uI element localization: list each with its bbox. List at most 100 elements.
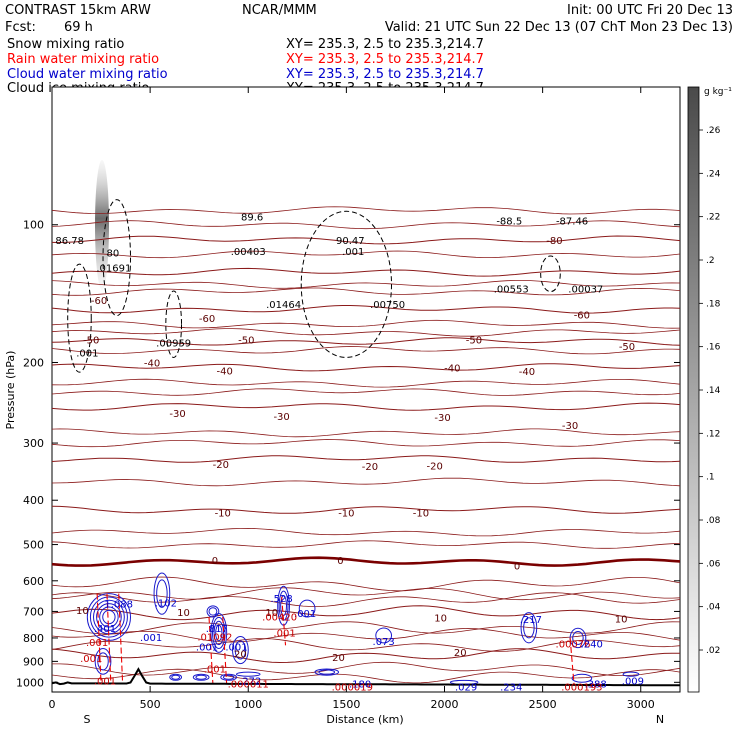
colorbar-tick-label: .04 <box>706 603 721 613</box>
isotherm-line <box>51 505 681 514</box>
header-center: NCAR/MMM <box>242 3 317 18</box>
y-axis-title: Pressure (hPa) <box>4 351 17 430</box>
cloud-water-contour <box>523 617 535 639</box>
cloud-water-contour <box>213 620 225 646</box>
y-tick-label: 400 <box>23 494 44 507</box>
cloud-water-contour <box>215 624 223 642</box>
field-rain-xy: XY= 235.3, 2.5 to 235.3,214.7 <box>286 52 484 67</box>
y-tick-label: 200 <box>23 356 44 369</box>
isotherm-line <box>51 540 681 549</box>
y-tick-label: 800 <box>23 632 44 645</box>
cloud-water-contour <box>97 652 109 671</box>
extremum-label: .001 <box>140 633 162 644</box>
axes: 0 500 1000 1500 2000 2500 30001002003004005006… <box>16 87 680 711</box>
rain-water-contour <box>106 593 112 685</box>
isotherm-label: -10 <box>413 508 429 519</box>
colorbar-tick-label: .08 <box>706 516 721 526</box>
isotherm-line <box>51 280 681 289</box>
y-tick-label: 700 <box>23 605 44 618</box>
extremum-label: .234 <box>500 682 522 693</box>
extremum-label: .029 <box>455 682 477 693</box>
extremum-label: .001 <box>273 628 295 639</box>
extremum-label: .001 <box>225 643 247 654</box>
isotherm-label: -60 <box>91 296 107 307</box>
cloud-water-contour <box>298 599 316 618</box>
extremum-label: .000019 <box>332 682 373 693</box>
isotherm-line <box>51 337 681 346</box>
cloud-water-contour <box>171 674 181 680</box>
cloud-water-contour <box>99 606 119 628</box>
isotherm-label: 10 <box>615 615 628 626</box>
isotherm-line <box>51 439 681 448</box>
extremum-label: .102 <box>155 599 177 610</box>
header-init: Init: 00 UTC Fri 20 Dec 13 <box>567 3 733 18</box>
isotherm-line <box>51 402 681 411</box>
cloud-water-contour <box>520 612 538 644</box>
header-title: CONTRAST 15km ARW <box>5 3 151 18</box>
cloud-ice-contour <box>300 210 393 358</box>
extremum-label: .001 <box>294 609 316 620</box>
isotherm-label: -20 <box>213 460 229 471</box>
isotherm-label: 0 <box>337 556 343 567</box>
isotherm-line <box>51 206 681 215</box>
cloud-water-contour <box>235 671 261 677</box>
x-axis-south-label: S <box>84 713 91 726</box>
rain-water-contours <box>96 593 575 685</box>
cloud-water-contour <box>234 640 247 660</box>
extremum-label: .001 <box>76 348 98 359</box>
extremum-label: .001 <box>204 664 226 675</box>
cloud-water-contour <box>314 668 340 676</box>
isotherm-line <box>51 455 681 463</box>
x-axis-north-label: N <box>656 713 664 726</box>
extremum-label: .401 <box>94 624 116 635</box>
x-tick-label: 1000 <box>234 698 262 711</box>
rain-water-contour <box>569 637 575 685</box>
y-tick-label: 600 <box>23 575 44 588</box>
isotherm-line <box>51 363 681 372</box>
isotherm-line <box>51 235 681 245</box>
isotherm-line <box>51 428 681 438</box>
isotherm-line <box>51 592 681 607</box>
isotherm-line <box>51 477 681 487</box>
extremum-label: .009 <box>622 676 644 687</box>
colorbar-tick-label: .06 <box>706 559 721 569</box>
cloud-water-contour <box>208 607 218 616</box>
cloud-water-contour <box>232 635 249 665</box>
extremum-label: .000011 <box>228 679 269 690</box>
isotherm-label: 10 <box>76 606 89 617</box>
isotherm-label: -50 <box>619 342 635 353</box>
isotherm-line <box>51 638 681 652</box>
extremum-label: 1.088 <box>104 600 133 611</box>
colorbar-tick-label: .12 <box>706 429 720 439</box>
isotherm-line <box>51 220 681 230</box>
extremum-label: .240 <box>581 640 603 651</box>
colorbar-tick-label: .22 <box>706 213 720 223</box>
colorbar-tick-label: .2 <box>706 256 715 266</box>
cloud-water-contour <box>192 673 210 681</box>
colorbar-tick-label: .1 <box>706 473 715 483</box>
cloud-water-contour <box>156 579 168 608</box>
isotherm-label: -30 <box>273 412 289 423</box>
extremum-label: .001 <box>80 654 102 665</box>
extremum-label: 86.78 <box>55 236 84 247</box>
isotherm-line <box>51 328 681 337</box>
isotherm-label: 0 <box>212 556 218 567</box>
isotherm-label: -30 <box>562 421 578 432</box>
colorbar-tick-label: .24 <box>706 169 721 179</box>
colorbar-tick-label: .16 <box>706 343 721 353</box>
isotherm-label: 10 <box>265 608 278 619</box>
isotherm-label: -50 <box>466 335 482 346</box>
snow-mixing-ratio-shading <box>95 160 109 290</box>
terrain-line <box>51 667 680 687</box>
isotherm-label: 0 <box>514 561 520 572</box>
field-cloudwater-xy: XY= 235.3, 2.5 to 235.3,214.7 <box>286 67 484 82</box>
y-tick-label: 900 <box>23 655 44 668</box>
extremum-label: 80 <box>106 249 119 260</box>
extremum-label: .001 <box>196 643 218 654</box>
cloud-water-contour <box>153 572 171 615</box>
isotherm-line <box>51 346 681 355</box>
colorbar-tick-label: .02 <box>706 646 720 656</box>
isotherm-label: -60 <box>574 310 590 321</box>
isotherm-label: -80 <box>546 236 562 247</box>
extremum-label: .00403 <box>231 247 266 258</box>
